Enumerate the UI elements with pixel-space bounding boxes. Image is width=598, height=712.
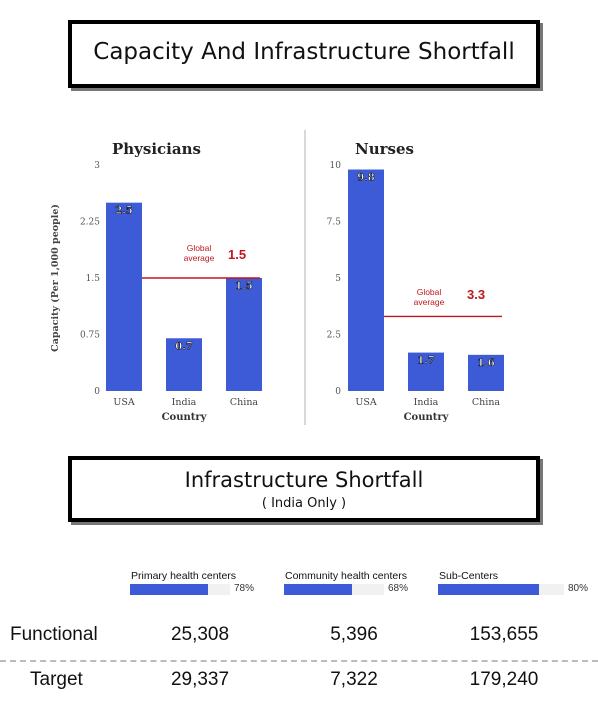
progress-fill <box>284 584 352 595</box>
x-axis-label: Country <box>404 412 450 423</box>
target-row-label: Target <box>30 669 83 690</box>
progress-percent: 80% <box>568 583 589 594</box>
global-average-label: average <box>414 297 445 307</box>
bar-usa <box>348 169 384 391</box>
bar-value-label: 0.7 <box>175 341 192 352</box>
y-tick-label: 1.5 <box>86 274 101 284</box>
infrastructure-title: Infrastructure Shortfall <box>184 468 424 492</box>
chart-title: Nurses <box>355 140 414 158</box>
global-average-label: average <box>184 253 215 263</box>
y-tick-label: 2.25 <box>80 218 100 228</box>
global-average-value: 3.3 <box>467 287 485 302</box>
y-tick-label: 0.75 <box>80 331 100 341</box>
progress-percent: 68% <box>388 583 409 594</box>
y-axis-label: Capacity (Per 1,000 people) <box>50 204 61 352</box>
y-tick-label: 10 <box>330 161 342 171</box>
functional-row-label: Functional <box>10 624 98 645</box>
col-label-primary: Primary health centers <box>131 570 237 582</box>
charts-area: Physicians 0 0.75 1.5 2.25 3 2.5 USA 0.7 India 1.5… <box>50 130 504 425</box>
row-divider <box>0 660 598 662</box>
progress-percent: 78% <box>234 583 255 594</box>
y-tick-label: 3 <box>94 161 100 171</box>
main-title-box: Capacity And Infrastructure Shortfall <box>68 20 540 88</box>
col-label-community: Community health centers <box>285 570 407 582</box>
y-tick-label: 0 <box>335 387 341 397</box>
bar-value-label: 9.8 <box>357 173 374 184</box>
functional-community: 5,396 <box>330 624 378 645</box>
main-title: Capacity And Infrastructure Shortfall <box>93 39 515 65</box>
y-tick-label: 5 <box>335 274 341 284</box>
y-tick-label: 7.5 <box>327 218 342 228</box>
target-community: 7,322 <box>330 669 378 690</box>
global-average-value: 1.5 <box>228 247 246 262</box>
x-tick-label: USA <box>113 397 135 408</box>
functional-primary: 25,308 <box>170 624 230 645</box>
progress-fill <box>438 584 539 595</box>
col-label-subcenters: Sub-Centers <box>439 570 498 582</box>
y-tick-label: 0 <box>94 387 100 397</box>
bar-usa <box>106 202 142 391</box>
x-tick-label: China <box>472 397 501 408</box>
target-primary: 29,337 <box>170 669 230 690</box>
infrastructure-title-box: Infrastructure Shortfall ( India Only ) <box>68 456 540 522</box>
x-axis-label: Country <box>162 412 208 423</box>
x-tick-label: India <box>172 397 197 408</box>
x-tick-label: India <box>414 397 439 408</box>
bar-india <box>408 352 444 391</box>
y-tick-label: 2.5 <box>327 331 342 341</box>
bar-value-label: 1.5 <box>235 281 252 292</box>
bar-china <box>468 354 504 391</box>
global-average-label: Global <box>187 243 212 253</box>
chart-title: Physicians <box>112 140 201 158</box>
target-subcenters: 179,240 <box>469 669 539 690</box>
bar-india <box>166 338 202 391</box>
global-average-label: Global <box>417 287 442 297</box>
x-tick-label: USA <box>355 397 377 408</box>
functional-subcenters: 153,655 <box>469 624 539 645</box>
x-tick-label: China <box>230 397 259 408</box>
progress-fill <box>130 584 208 595</box>
bar-value-label: 2.5 <box>115 206 132 217</box>
bar-china <box>226 278 262 391</box>
bar-value-label: 1.7 <box>417 356 434 367</box>
infrastructure-subtitle: ( India Only ) <box>261 496 347 511</box>
bar-value-label: 1.6 <box>477 358 494 369</box>
